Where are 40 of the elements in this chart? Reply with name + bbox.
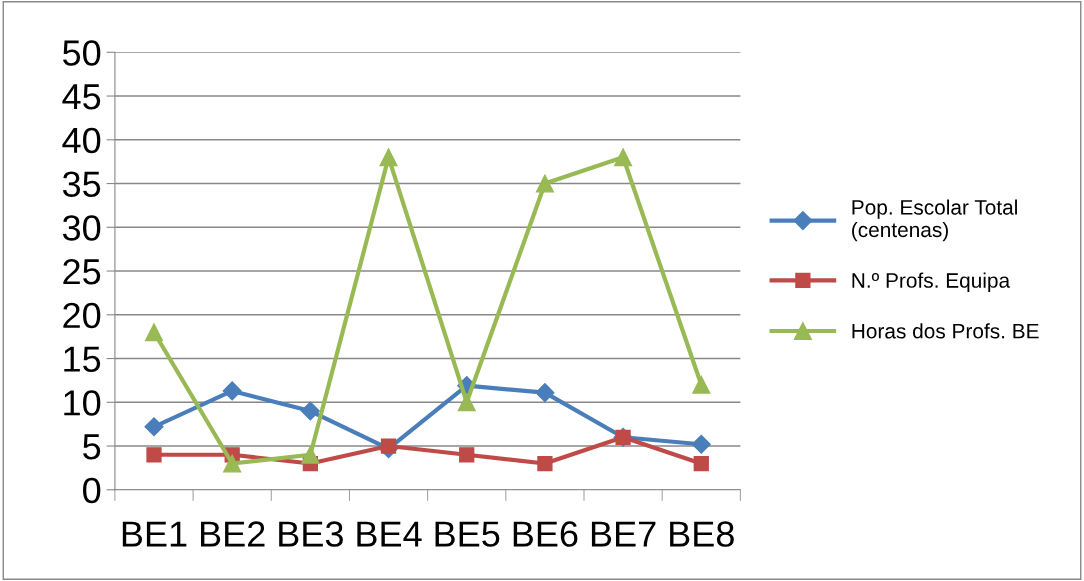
point <box>380 438 397 454</box>
y-tick-label: 10 <box>64 390 101 416</box>
y-tick-label: 35 <box>62 171 101 197</box>
y-tick-label: 30 <box>62 215 101 241</box>
point <box>537 455 553 472</box>
point <box>691 434 711 454</box>
y-tick-label: 15 <box>64 346 101 372</box>
point <box>459 447 475 463</box>
x-tick-label: BE6 <box>513 521 578 547</box>
y-tick-label: 40 <box>62 127 101 154</box>
y-tick-label: 50 <box>62 40 101 66</box>
x-tick-label: BE3 <box>279 521 343 547</box>
y-tick-label: 5 <box>83 434 101 460</box>
point <box>222 381 242 401</box>
y-tick-label: 45 <box>62 84 101 110</box>
x-tick-label: BE5 <box>435 521 500 547</box>
point <box>146 447 162 463</box>
point <box>692 375 711 394</box>
x-tick-label: BE7 <box>591 521 656 547</box>
point <box>457 393 476 412</box>
point <box>144 417 164 437</box>
legend-label: Horas dos Profs. BE <box>852 323 1039 339</box>
point <box>614 148 633 167</box>
legend-label: Pop. Escolar Total (centenas) <box>852 199 1017 242</box>
point <box>693 455 709 472</box>
y-tick-label: 0 <box>83 477 101 504</box>
point <box>301 445 320 464</box>
point <box>223 454 242 473</box>
x-tick-label: BE4 <box>357 521 422 547</box>
point <box>300 401 320 421</box>
point <box>379 148 398 167</box>
x-tick-label: BE2 <box>201 521 265 547</box>
point <box>144 323 164 342</box>
point <box>535 383 555 403</box>
y-tick-label: 20 <box>63 302 101 329</box>
point <box>535 174 554 193</box>
y-tick-label: 25 <box>63 258 101 285</box>
x-tick-label: BE1 <box>122 521 187 547</box>
legend-label: N.º Profs. Equipa <box>852 272 1011 292</box>
x-tick-label: BE8 <box>670 521 734 547</box>
